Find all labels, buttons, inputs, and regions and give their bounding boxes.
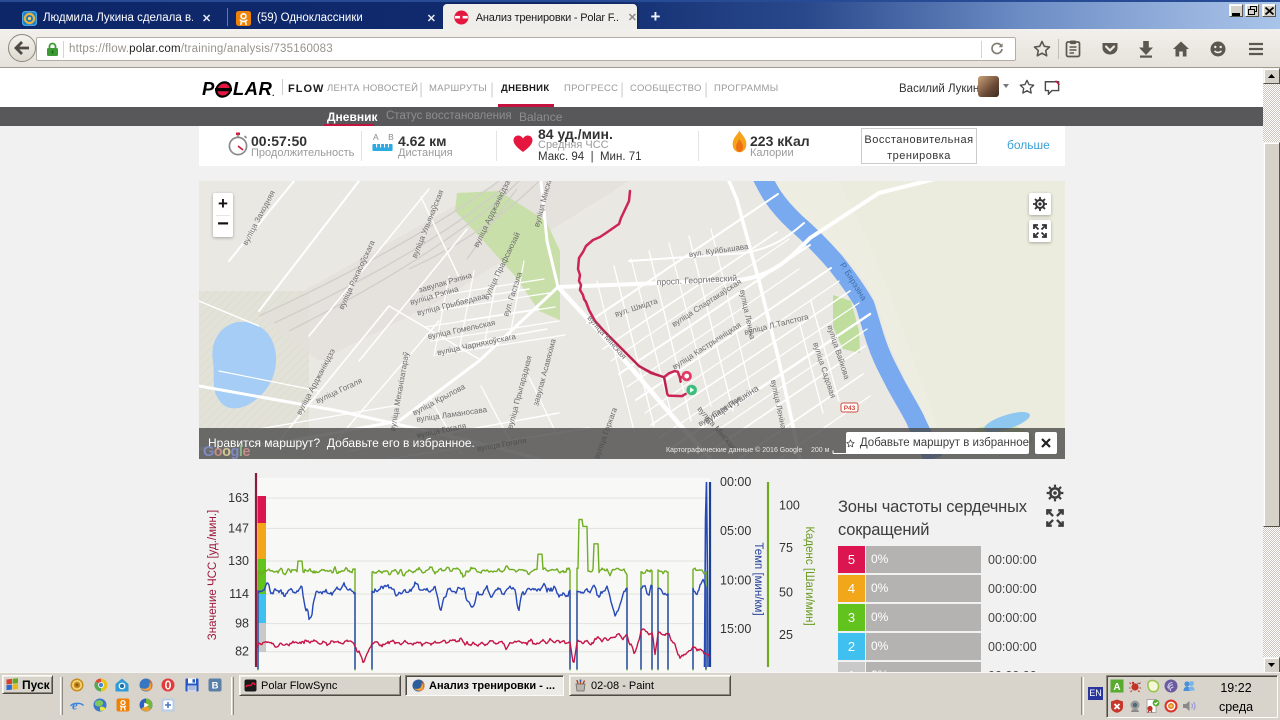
svg-text:15:00: 15:00 xyxy=(720,622,751,636)
svg-text:130: 130 xyxy=(228,554,249,568)
svg-text:00:00: 00:00 xyxy=(720,475,751,489)
svg-text:200 м: 200 м xyxy=(811,447,830,454)
svg-text:просп. Георгиевский: просп. Георгиевский xyxy=(656,273,737,287)
svg-text:114: 114 xyxy=(229,587,249,601)
svg-text:75: 75 xyxy=(779,541,793,555)
svg-text:A: A xyxy=(1113,682,1120,693)
svg-text:Значение ЧСС [уд./мин.]: Значение ЧСС [уд./мин.] xyxy=(207,510,219,640)
svg-text:Google: Google xyxy=(203,444,250,459)
svg-text:25: 25 xyxy=(779,628,793,642)
svg-text:Нравится маршрут? Добавьте ег: Нравится маршрут? Добавьте его в избранн… xyxy=(208,436,475,450)
svg-text:10:00: 10:00 xyxy=(720,574,751,588)
svg-text:Темп [мин/км]: Темп [мин/км] xyxy=(752,542,764,615)
svg-text:e: e xyxy=(72,698,78,712)
svg-text:Каденс [Шаги/мин]: Каденс [Шаги/мин] xyxy=(803,526,815,625)
svg-text:163: 163 xyxy=(228,491,249,505)
svg-text:05:00: 05:00 xyxy=(720,524,751,538)
svg-text:98: 98 xyxy=(235,617,249,631)
svg-text:100: 100 xyxy=(779,499,800,513)
svg-text:82: 82 xyxy=(235,645,249,659)
svg-text:147: 147 xyxy=(228,521,249,535)
svg-text:B: B xyxy=(212,681,219,692)
svg-text:Картографические данные © 2016: Картографические данные © 2016 Google xyxy=(666,446,802,454)
svg-text:50: 50 xyxy=(779,586,793,600)
svg-text:Р43: Р43 xyxy=(844,405,856,412)
